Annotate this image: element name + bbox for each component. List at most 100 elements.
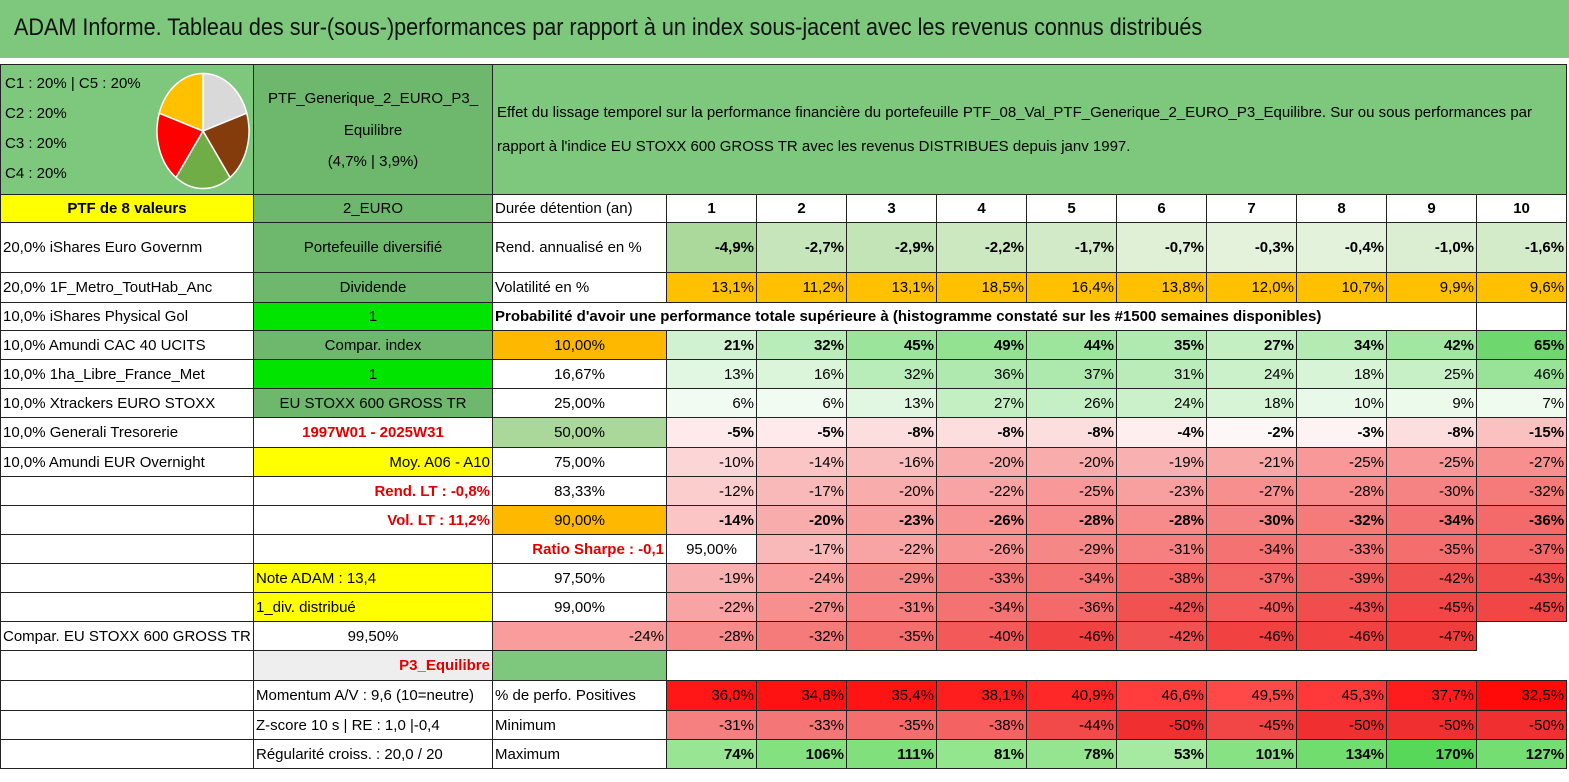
holding-item: 20,0% 1F_Metro_ToutHab_Anc — [0, 272, 254, 303]
portfolio-name-cell: PTF_Generique_2_EURO_P3_Equilibre (4,7% … — [253, 64, 493, 195]
minimum-value: -44% — [1026, 710, 1117, 740]
volatility-value: 9,9% — [1386, 272, 1477, 303]
probability-value: 13% — [666, 359, 757, 389]
flag-one: 1 — [253, 359, 493, 389]
annualized-return-value: -1,7% — [1026, 222, 1117, 273]
probability-value: 27% — [1206, 330, 1297, 360]
empty-cell — [0, 739, 254, 769]
percentile-threshold: 95,00% — [666, 534, 757, 564]
table-row: 10,0% 1ha_Libre_France_Met 1 16,67% 13% 16% 3… — [0, 359, 1568, 389]
probability-value: 37% — [1026, 359, 1117, 389]
positive-performance-value: 46,6% — [1116, 680, 1207, 711]
probability-value: -37% — [1475, 534, 1568, 564]
table-row: Compar. EU STOXX 600 GROSS TR 99,50% -24% -… — [0, 621, 1567, 651]
probability-value: -25% — [1026, 476, 1117, 506]
report-title-bar: ADAM Informe. Tableau des sur-(sous-)per… — [0, 0, 1569, 62]
table-row: 10,0% iShares Physical Gol 1 Probabilité d… — [0, 302, 1568, 331]
probability-value: 7% — [1475, 388, 1568, 418]
maximum-value: 74% — [666, 739, 757, 769]
probability-value: 26% — [1026, 388, 1117, 418]
probability-value: -23% — [1116, 476, 1207, 506]
sharpe-ratio: Ratio Sharpe : -0,1 — [492, 534, 667, 564]
annualized-return-value: -2,7% — [756, 222, 847, 273]
long-term-volatility: Vol. LT : 11,2% — [253, 505, 493, 535]
empty-cell — [0, 592, 254, 622]
table-row: 20,0% iShares Euro Governm Portefeuille d… — [0, 222, 1568, 273]
minimum-value: -50% — [1116, 710, 1207, 740]
report-title: ADAM Informe. Tableau des sur-(sous-)per… — [14, 14, 1203, 41]
probability-value: -29% — [1026, 534, 1117, 564]
comparison-label: Compar. EU STOXX 600 GROSS TR — [0, 621, 254, 651]
year-header: 7 — [1206, 194, 1297, 223]
currency-label: 2_EURO — [253, 194, 493, 223]
positive-performance-value: 49,5% — [1206, 680, 1297, 711]
probability-value: -8% — [1026, 417, 1117, 448]
year-header: 5 — [1026, 194, 1117, 223]
probability-value: -19% — [666, 563, 757, 593]
probability-value: 9% — [1386, 388, 1477, 418]
volatility-value: 11,2% — [756, 272, 847, 303]
profile-label: P3_Equilibre — [253, 650, 493, 681]
probability-value: -27% — [1206, 476, 1297, 506]
probability-value: -24% — [492, 621, 667, 651]
comparison-index-label: Compar. index — [253, 330, 493, 360]
empty-cell — [0, 650, 254, 681]
probability-value: 34% — [1296, 330, 1387, 360]
volatility-label: Volatilité en % — [492, 272, 667, 303]
empty-cell — [1475, 302, 1568, 331]
positive-performance-value: 34,8% — [756, 680, 847, 711]
probability-value: -15% — [1475, 417, 1568, 448]
probability-value: -34% — [1026, 563, 1117, 593]
probability-value: -24% — [756, 563, 847, 593]
probability-value: -45% — [1386, 592, 1477, 622]
probability-value: -8% — [846, 417, 937, 448]
index-name: EU STOXX 600 GROSS TR — [253, 388, 493, 418]
annualized-return-value: -0,4% — [1296, 222, 1387, 273]
momentum-label: Momentum A/V : 9,6 (10=neutre) — [253, 680, 493, 711]
volatility-value: 10,7% — [1296, 272, 1387, 303]
probability-value: -36% — [1026, 592, 1117, 622]
annualized-return-value: -1,0% — [1386, 222, 1477, 273]
table-row: Régularité croiss. : 20,0 / 20 Maximum 74%… — [0, 739, 1568, 769]
probability-value: 35% — [1116, 330, 1207, 360]
probability-value: 6% — [756, 388, 847, 418]
maximum-value: 111% — [846, 739, 937, 769]
pie-slice — [201, 112, 250, 179]
probability-value: -32% — [1475, 476, 1568, 506]
empty-cell — [492, 650, 667, 681]
positive-performance-value: 36,0% — [666, 680, 757, 711]
probability-value: -8% — [1386, 417, 1477, 448]
probability-value: 24% — [1116, 388, 1207, 418]
probability-value: -10% — [666, 447, 757, 477]
year-header: 4 — [936, 194, 1027, 223]
holding-duration-label: Durée détention (an) — [492, 194, 667, 223]
probability-value: -5% — [756, 417, 847, 448]
probability-value: -28% — [1026, 505, 1117, 535]
annualized-return-value: -4,9% — [666, 222, 757, 273]
percentile-threshold: 75,00% — [492, 447, 667, 477]
minimum-value: -50% — [1386, 710, 1477, 740]
minimum-value: -50% — [1296, 710, 1387, 740]
probability-value: -34% — [1386, 505, 1477, 535]
regularity-label: Régularité croiss. : 20,0 / 20 — [253, 739, 493, 769]
pie-slice — [175, 129, 231, 190]
probability-value: -30% — [1386, 476, 1477, 506]
maximum-value: 81% — [936, 739, 1027, 769]
probability-value: -38% — [1116, 563, 1207, 593]
probability-value: -45% — [1475, 592, 1568, 622]
probability-value: -2% — [1206, 417, 1297, 448]
probability-value: 24% — [1206, 359, 1297, 389]
empty-cell — [0, 680, 254, 711]
probability-value: -20% — [846, 476, 937, 506]
allocation-legend-cell: C1 : 20% | C5 : 20% C2 : 20% C3 : 20% C4… — [0, 64, 254, 195]
probability-value: -21% — [1206, 447, 1297, 477]
table-row: Rend. LT : -0,8% 83,33% -12% -17% -20% -22% -2… — [0, 476, 1568, 506]
probability-value: 32% — [756, 330, 847, 360]
probability-value: -27% — [756, 592, 847, 622]
probability-value: -17% — [756, 476, 847, 506]
period-label: 1997W01 - 2025W31 — [253, 417, 493, 448]
year-header: 1 — [666, 194, 757, 223]
positive-performance-value: 45,3% — [1296, 680, 1387, 711]
year-header: 9 — [1386, 194, 1477, 223]
probability-value: -12% — [666, 476, 757, 506]
